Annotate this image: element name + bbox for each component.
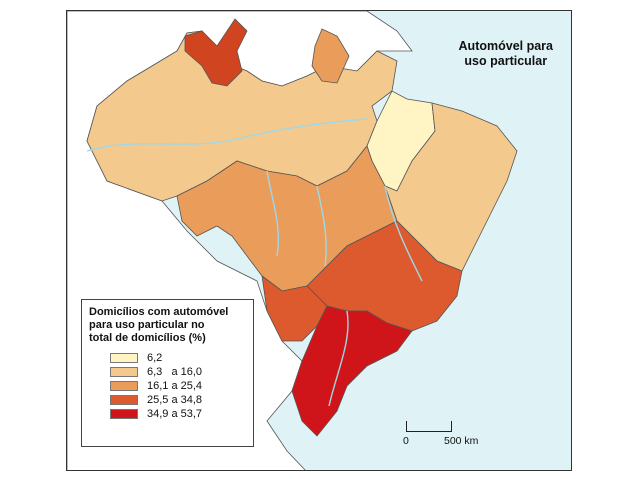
legend-label: 25,5 a 34,8 (147, 393, 203, 406)
scale-bar: 0 500 km (400, 421, 490, 451)
legend-item: 6,3 a 16,0 (110, 365, 253, 378)
map-frame: Automóvel para uso particular Domicílios… (66, 10, 572, 471)
scale-end-label: 500 km (444, 435, 479, 447)
legend-title-line3: total de domicílios (%) (89, 332, 206, 344)
state-amapa (311, 28, 350, 84)
state-roraima (184, 18, 248, 87)
legend-label: 6,3 a 16,0 (147, 365, 203, 378)
region-south (291, 305, 413, 437)
legend-title-line1: Domicílios com automóvel (89, 306, 229, 318)
legend-item: 16,1 a 25,4 (110, 379, 253, 392)
map-title-line2: uso particular (464, 54, 548, 68)
legend-title: Domicílios com automóvel para uso partic… (82, 300, 253, 345)
legend-swatch (110, 408, 138, 419)
map-title: Automóvel para uso particular (459, 39, 553, 69)
legend-label: 16,1 a 25,4 (147, 379, 203, 392)
legend-item: 25,5 a 34,8 (110, 393, 253, 406)
legend-list: 6,2 6,3 a 16,0 16,1 a 25,4 25,5 a 34,8 3… (82, 351, 253, 420)
legend-item: 6,2 (110, 351, 253, 364)
scale-zero-label: 0 (403, 435, 409, 447)
legend-swatch (110, 380, 138, 391)
legend-swatch (110, 352, 138, 363)
scale-bar-line (406, 421, 452, 432)
legend-label: 6,2 (147, 351, 163, 364)
legend-label: 34,9 a 53,7 (147, 407, 203, 420)
legend-swatch (110, 366, 138, 377)
legend-swatch (110, 394, 138, 405)
rivers (86, 118, 423, 407)
legend-item: 34,9 a 53,7 (110, 407, 253, 420)
map-title-line1: Automóvel para (458, 39, 553, 53)
legend: Domicílios com automóvel para uso partic… (81, 299, 254, 447)
legend-title-line2: para uso particular no (89, 319, 205, 331)
